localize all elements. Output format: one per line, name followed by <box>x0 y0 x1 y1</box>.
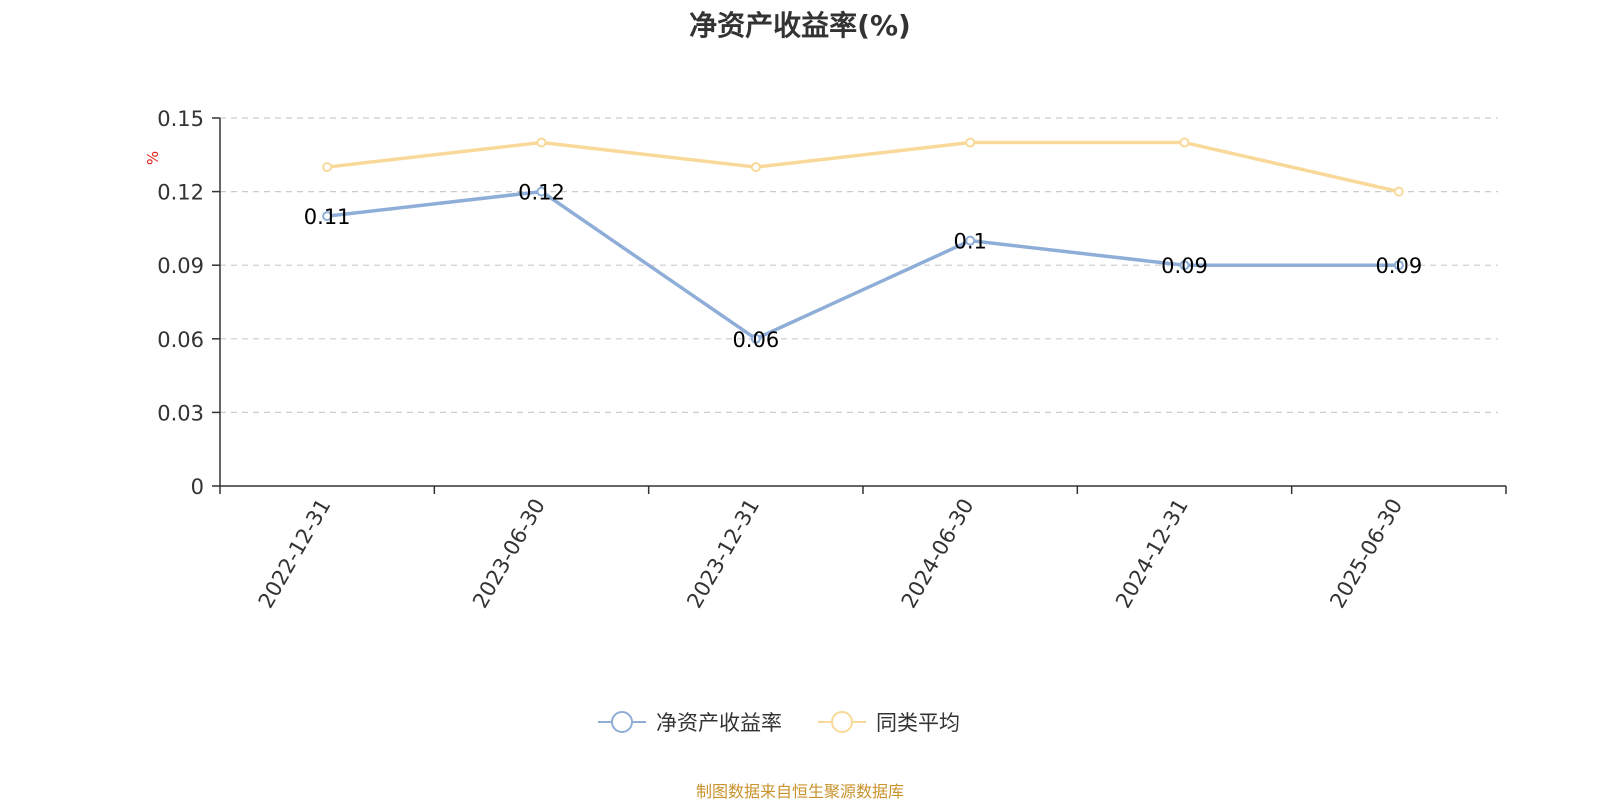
series-point <box>1179 137 1190 148</box>
legend-label: 同类平均 <box>876 711 960 735</box>
series-point <box>536 186 547 197</box>
legend-marker <box>611 711 633 733</box>
legend-label: 净资产收益率 <box>656 711 782 735</box>
data-label: 0.12 <box>518 181 565 205</box>
data-label: 0.09 <box>1161 254 1208 278</box>
x-tick-label: 2024-06-30 <box>897 495 979 613</box>
x-tick-label: 2023-06-30 <box>468 495 550 613</box>
series-point <box>965 235 976 246</box>
series-point <box>1393 186 1404 197</box>
legend-marker <box>831 711 853 733</box>
y-tick-label: 0 <box>191 475 204 499</box>
x-tick-label: 2024-12-31 <box>1111 495 1193 613</box>
series-point <box>750 162 761 173</box>
series-point <box>322 162 333 173</box>
x-tick-label: 2025-06-30 <box>1325 495 1407 613</box>
data-label: 0.1 <box>953 230 986 254</box>
series-line <box>326 140 1400 194</box>
data-label: 0.11 <box>304 205 351 229</box>
series-point <box>322 211 333 222</box>
data-label: 0.09 <box>1375 254 1422 278</box>
series-line <box>326 189 1399 341</box>
x-tick-label: 2022-12-31 <box>254 495 336 613</box>
series-point <box>536 137 547 148</box>
y-tick-label: 0.15 <box>157 107 204 131</box>
series-point <box>1393 260 1404 271</box>
chart-title: 净资产收益率(%) <box>689 9 911 42</box>
y-tick-label: 0.03 <box>157 401 204 425</box>
data-source-note: 制图数据来自恒生聚源数据库 <box>695 782 904 801</box>
data-label: 0.06 <box>732 328 779 352</box>
y-tick-label: 0.09 <box>157 254 204 278</box>
x-tick-label: 2023-12-31 <box>682 495 764 613</box>
y-tick-label: 0.12 <box>157 181 204 205</box>
y-axis-label: % <box>144 151 162 165</box>
series-point <box>965 137 976 148</box>
series-point <box>750 333 761 344</box>
y-tick-label: 0.06 <box>157 328 204 352</box>
series-point <box>1179 260 1190 271</box>
